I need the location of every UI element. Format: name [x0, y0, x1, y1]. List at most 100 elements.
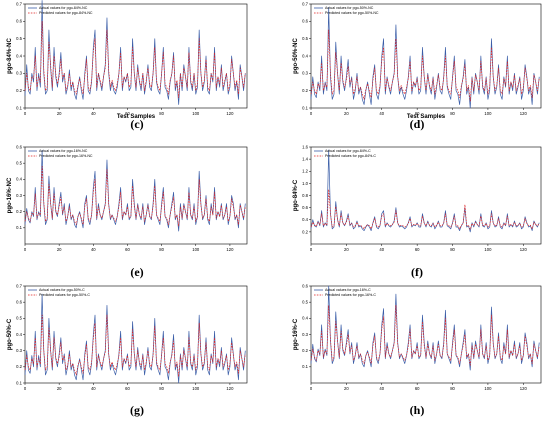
- x-tick-label: 40: [379, 386, 384, 391]
- x-tick-label: 60: [125, 111, 130, 116]
- chart-panel: 0 20 40 60 80 100 120 0.1 0.2 0.3 0.4 0.5 0.6 Actual …: [7, 144, 248, 279]
- chart-panel: 0 20 40 60 80 100 120 0.1 0.2 0.3 0.4 0.5 0.6 0.7 Actu…: [7, 283, 248, 417]
- y-tick-label: 0.2: [302, 229, 308, 234]
- y-tick-label: 0.6: [16, 19, 22, 24]
- y-tick-label: 0.1: [16, 225, 22, 230]
- y-axis-title: pgo-16%-NC: [7, 177, 13, 213]
- x-tick-label: 20: [57, 247, 62, 252]
- x-tick-label: 120: [520, 111, 528, 116]
- y-tick-label: 0.5: [302, 36, 308, 41]
- y-tick-label: 0.8: [302, 193, 308, 198]
- y-tick-label: 0.2: [16, 209, 22, 214]
- legend-label: Predicted values for pgo-50%-C: [39, 293, 90, 297]
- actual-series-line: [24, 293, 246, 384]
- x-tick-label: 40: [379, 111, 384, 116]
- x-tick-label: 100: [484, 386, 492, 391]
- plot-frame: [310, 146, 542, 245]
- y-tick-label: 0.7: [16, 1, 22, 6]
- y-axis-title: pgo-50%-C: [7, 318, 13, 350]
- y-tick-label: 1.6: [302, 144, 308, 149]
- x-tick-label: 40: [91, 247, 96, 252]
- predicted-series-line: [24, 20, 246, 98]
- y-tick-label: 0.7: [302, 1, 308, 6]
- x-axis-title: Test Samples: [407, 114, 446, 120]
- x-tick-label: 100: [192, 111, 200, 116]
- actual-series-line: [24, 0, 246, 105]
- y-tick-label: 0.5: [16, 161, 22, 166]
- x-tick-label: 20: [57, 111, 62, 116]
- y-tick-label: 0.3: [302, 71, 308, 76]
- x-tick-label: 60: [125, 386, 130, 391]
- chart-panel: 0 20 40 60 80 100 120 0.1 0.2 0.3 0.4 0.5 0.6 0.7 Actu…: [293, 1, 542, 131]
- y-tick-label: 0.4: [302, 316, 308, 321]
- y-tick-label: 0.4: [302, 217, 308, 222]
- x-tick-label: 0: [310, 247, 313, 252]
- legend-label: Predicted values for pgo-84%-NC: [39, 11, 93, 15]
- predicted-series-line: [24, 166, 246, 227]
- legend-label: Predicted values for pgo-16%-NC: [39, 154, 93, 158]
- predicted-series-line: [310, 305, 540, 366]
- x-tick-label: 100: [484, 111, 492, 116]
- x-tick-label: 0: [310, 111, 313, 116]
- chart-panel: 0 20 40 60 80 100 120 0.1 0.2 0.3 0.4 0.5 0.6 0.7 Actu…: [7, 0, 248, 131]
- y-axis-title: pgo-84%-NC: [7, 38, 13, 74]
- y-tick-label: 0.1: [302, 105, 308, 110]
- x-tick-label: 80: [159, 247, 164, 252]
- x-tick-label: 60: [125, 247, 130, 252]
- y-tick-label: 0.2: [16, 88, 22, 93]
- legend-label: Actual values for pgo-16%-NC: [39, 149, 88, 153]
- x-tick-label: 40: [379, 247, 384, 252]
- x-tick-label: 80: [159, 386, 164, 391]
- predicted-series-line: [310, 189, 540, 230]
- x-tick-label: 20: [344, 386, 349, 391]
- y-axis-title: pgo-16%-C: [293, 318, 299, 350]
- x-tick-label: 100: [192, 247, 200, 252]
- legend-label: Actual values for pgo-50%-C: [39, 288, 85, 292]
- y-tick-label: 0.3: [16, 193, 22, 198]
- x-tick-label: 20: [344, 111, 349, 116]
- y-tick-label: 1.2: [302, 169, 308, 174]
- x-axis-title: Test Samples: [117, 114, 156, 120]
- y-tick-label: 0.4: [16, 332, 22, 337]
- x-tick-label: 120: [226, 247, 234, 252]
- chart-panel: 0 20 40 60 80 100 120 0.1 0.2 0.3 0.4 0.5 0.6 Actual …: [293, 283, 542, 417]
- panel-label: (g): [130, 403, 144, 417]
- legend-label: Actual values for pgo-84%-NC: [39, 6, 88, 10]
- legend-label: Predicted values for pgo-84%-C: [325, 154, 376, 158]
- plot-frame: [24, 3, 248, 109]
- x-tick-label: 0: [310, 386, 313, 391]
- y-tick-label: 0.3: [16, 348, 22, 353]
- x-tick-label: 120: [226, 111, 234, 116]
- x-tick-label: 120: [520, 247, 528, 252]
- x-tick-label: 80: [450, 247, 455, 252]
- x-tick-label: 80: [450, 111, 455, 116]
- panel-label: (e): [130, 265, 143, 279]
- y-tick-label: 0.6: [302, 283, 308, 288]
- panel-label: (h): [410, 403, 425, 417]
- y-tick-label: 0.2: [302, 88, 308, 93]
- y-tick-label: 0.4: [16, 53, 22, 58]
- y-axis-title: pgo-84%-C: [293, 179, 299, 211]
- y-tick-label: 0.4: [16, 177, 22, 182]
- y-tick-label: 1.4: [302, 157, 308, 162]
- legend-label: Actual values for pgo-16%-C: [325, 288, 371, 292]
- panel-label: (f): [411, 265, 423, 279]
- y-tick-label: 0.3: [16, 71, 22, 76]
- x-tick-label: 40: [91, 111, 96, 116]
- predicted-series-line: [310, 29, 540, 102]
- panel-label: (c): [130, 117, 143, 131]
- x-tick-label: 60: [415, 111, 420, 116]
- y-axis-title: pgo-50%-NC: [293, 38, 299, 74]
- legend-label: Predicted values for pgo-50%-NC: [325, 11, 379, 15]
- y-tick-label: 0.1: [302, 364, 308, 369]
- predicted-series-line: [24, 314, 246, 377]
- x-tick-label: 40: [91, 386, 96, 391]
- actual-series-line: [310, 149, 540, 233]
- y-tick-label: 0.1: [16, 105, 22, 110]
- x-tick-label: 120: [520, 386, 528, 391]
